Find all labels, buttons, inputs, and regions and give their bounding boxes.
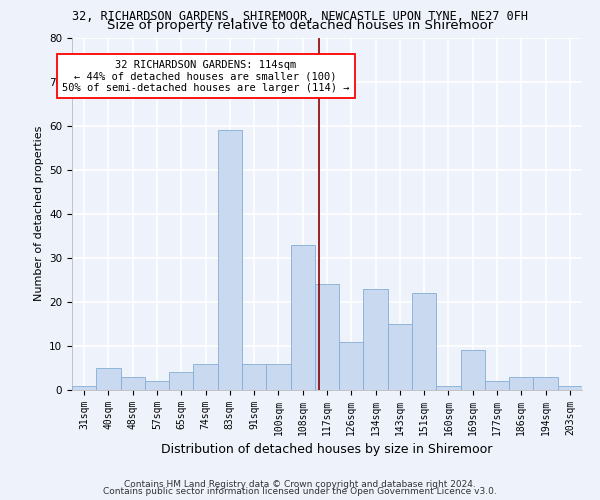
Bar: [558, 386, 582, 390]
Bar: [485, 381, 509, 390]
Bar: [509, 377, 533, 390]
Bar: [315, 284, 339, 390]
Bar: [242, 364, 266, 390]
Bar: [388, 324, 412, 390]
Bar: [436, 386, 461, 390]
Bar: [96, 368, 121, 390]
Bar: [218, 130, 242, 390]
Y-axis label: Number of detached properties: Number of detached properties: [34, 126, 44, 302]
Bar: [121, 377, 145, 390]
Bar: [461, 350, 485, 390]
Text: Size of property relative to detached houses in Shiremoor: Size of property relative to detached ho…: [107, 18, 493, 32]
Bar: [339, 342, 364, 390]
Bar: [266, 364, 290, 390]
Text: Contains public sector information licensed under the Open Government Licence v3: Contains public sector information licen…: [103, 488, 497, 496]
Bar: [145, 381, 169, 390]
Text: 32 RICHARDSON GARDENS: 114sqm
← 44% of detached houses are smaller (100)
50% of : 32 RICHARDSON GARDENS: 114sqm ← 44% of d…: [62, 60, 349, 92]
Bar: [533, 377, 558, 390]
Bar: [169, 372, 193, 390]
Text: 32, RICHARDSON GARDENS, SHIREMOOR, NEWCASTLE UPON TYNE, NE27 0FH: 32, RICHARDSON GARDENS, SHIREMOOR, NEWCA…: [72, 10, 528, 23]
X-axis label: Distribution of detached houses by size in Shiremoor: Distribution of detached houses by size …: [161, 444, 493, 456]
Bar: [290, 244, 315, 390]
Text: Contains HM Land Registry data © Crown copyright and database right 2024.: Contains HM Land Registry data © Crown c…: [124, 480, 476, 489]
Bar: [412, 293, 436, 390]
Bar: [193, 364, 218, 390]
Bar: [72, 386, 96, 390]
Bar: [364, 288, 388, 390]
